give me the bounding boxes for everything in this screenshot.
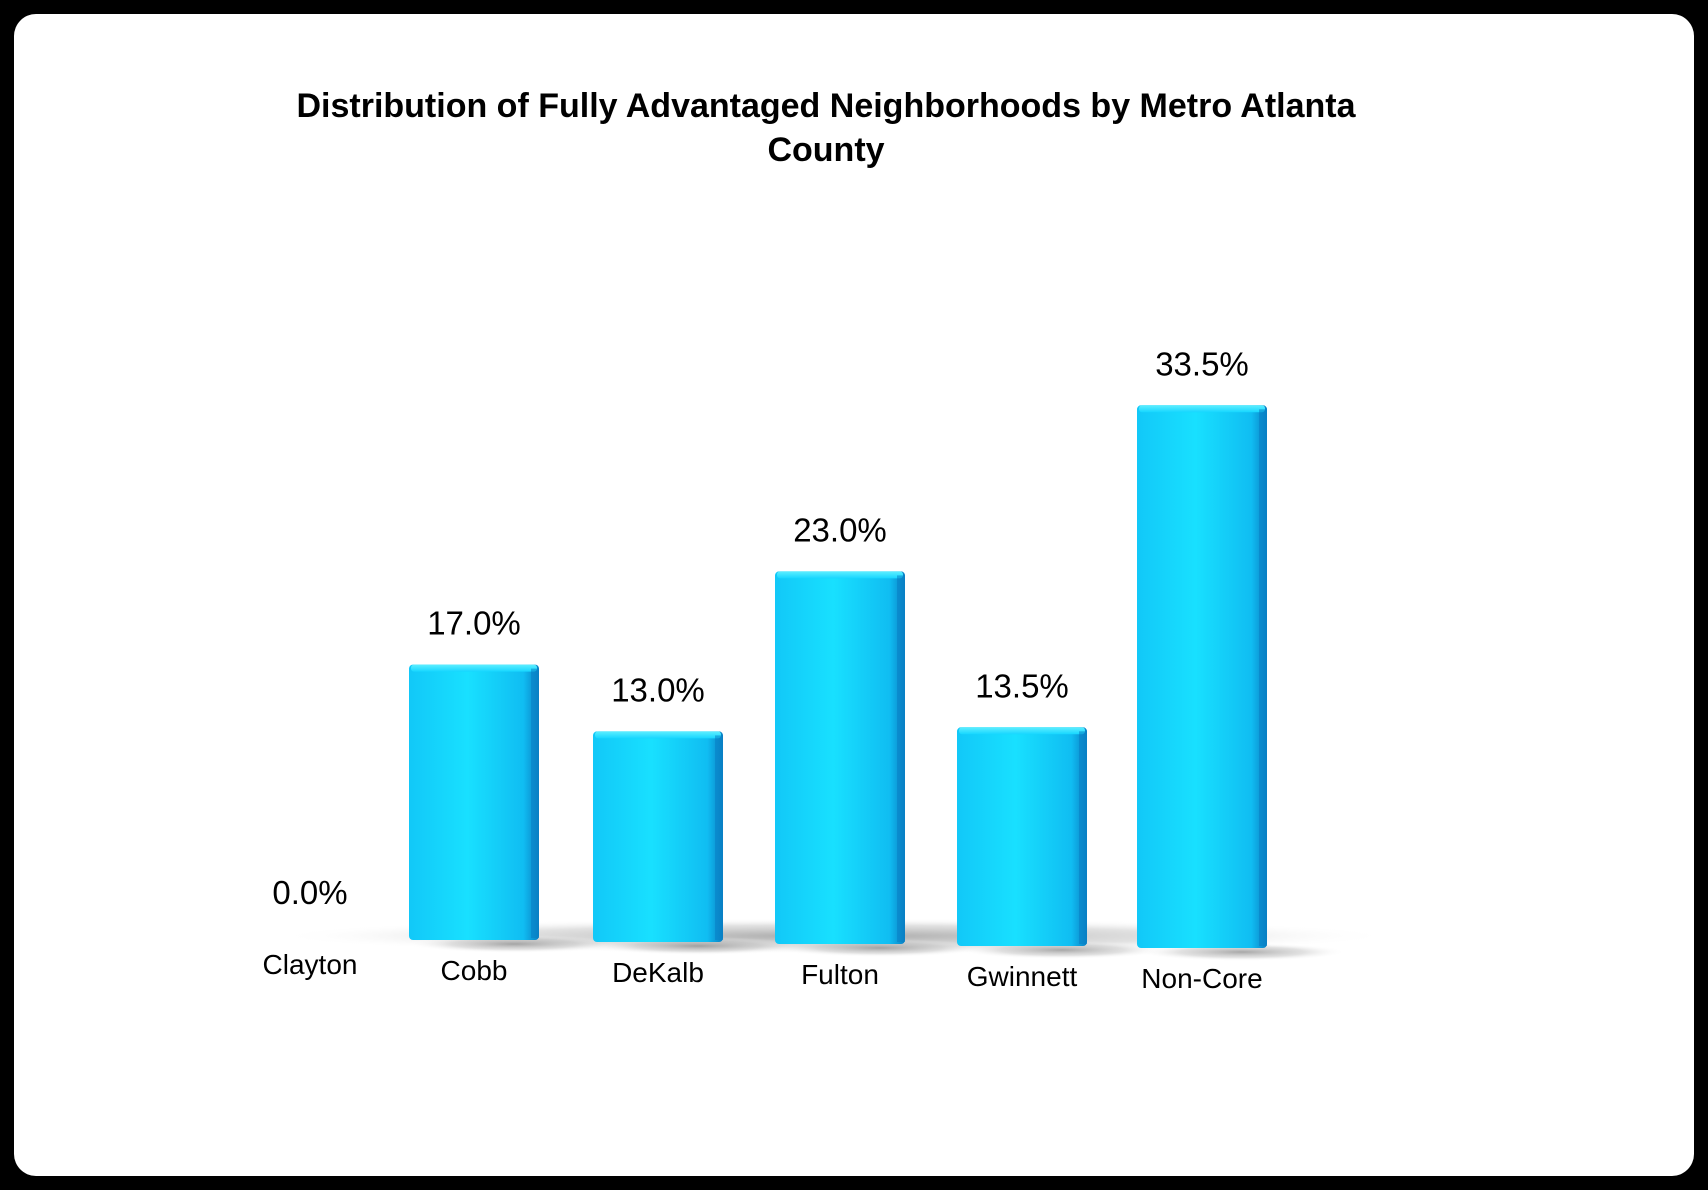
- value-label-dekalb: 13.0%: [611, 671, 705, 708]
- value-label-cobb: 17.0%: [427, 605, 521, 642]
- bar-edge-shade: [531, 668, 539, 938]
- bar-body: [957, 727, 1087, 946]
- bar-body: [409, 664, 539, 940]
- category-label-dekalb: DeKalb: [612, 957, 704, 988]
- chart-title: Distribution of Fully Advantaged Neighbo…: [14, 84, 1638, 172]
- bars-layer: [409, 405, 1346, 961]
- chart-card: Distribution of Fully Advantaged Neighbo…: [14, 14, 1694, 1176]
- bar-cobb: [409, 664, 618, 953]
- category-label-non-core: Non-Core: [1141, 963, 1262, 994]
- bar-edge-shade: [1079, 731, 1087, 944]
- category-label-gwinnett: Gwinnett: [967, 961, 1078, 992]
- bar-gwinnett: [957, 727, 1166, 959]
- bar-top-highlight: [777, 571, 903, 579]
- chart-title-line-2: County: [767, 131, 885, 169]
- bar-top-highlight: [1139, 405, 1265, 413]
- bar-body: [593, 731, 723, 942]
- bar-body: [775, 571, 905, 944]
- bar-chart: 0.0% Clayton 17.0% Cobb 13.0% DeKalb 23.0% Fult…: [263, 345, 1394, 994]
- bar-edge-shade: [1259, 409, 1267, 946]
- bar-top-highlight: [595, 731, 721, 739]
- bar-dekalb: [593, 731, 802, 955]
- value-label-non-core: 33.5%: [1155, 345, 1249, 382]
- category-label-clayton: Clayton: [263, 949, 358, 980]
- value-label-clayton: 0.0%: [272, 874, 347, 911]
- bar-non-core: [1137, 405, 1346, 961]
- category-label-fulton: Fulton: [801, 959, 879, 990]
- bar-body: [1137, 405, 1267, 948]
- labels-layer: 0.0% Clayton 17.0% Cobb 13.0% DeKalb 23.0% Fult…: [263, 345, 1263, 994]
- bar-top-highlight: [411, 664, 537, 672]
- bar-edge-shade: [897, 575, 905, 942]
- value-label-fulton: 23.0%: [793, 511, 887, 548]
- chart-title-line-1: Distribution of Fully Advantaged Neighbo…: [296, 87, 1356, 125]
- bar-fulton: [775, 571, 984, 957]
- bar-top-highlight: [959, 727, 1085, 735]
- value-label-gwinnett: 13.5%: [975, 667, 1069, 704]
- category-label-cobb: Cobb: [441, 955, 508, 986]
- bar-edge-shade: [715, 735, 723, 940]
